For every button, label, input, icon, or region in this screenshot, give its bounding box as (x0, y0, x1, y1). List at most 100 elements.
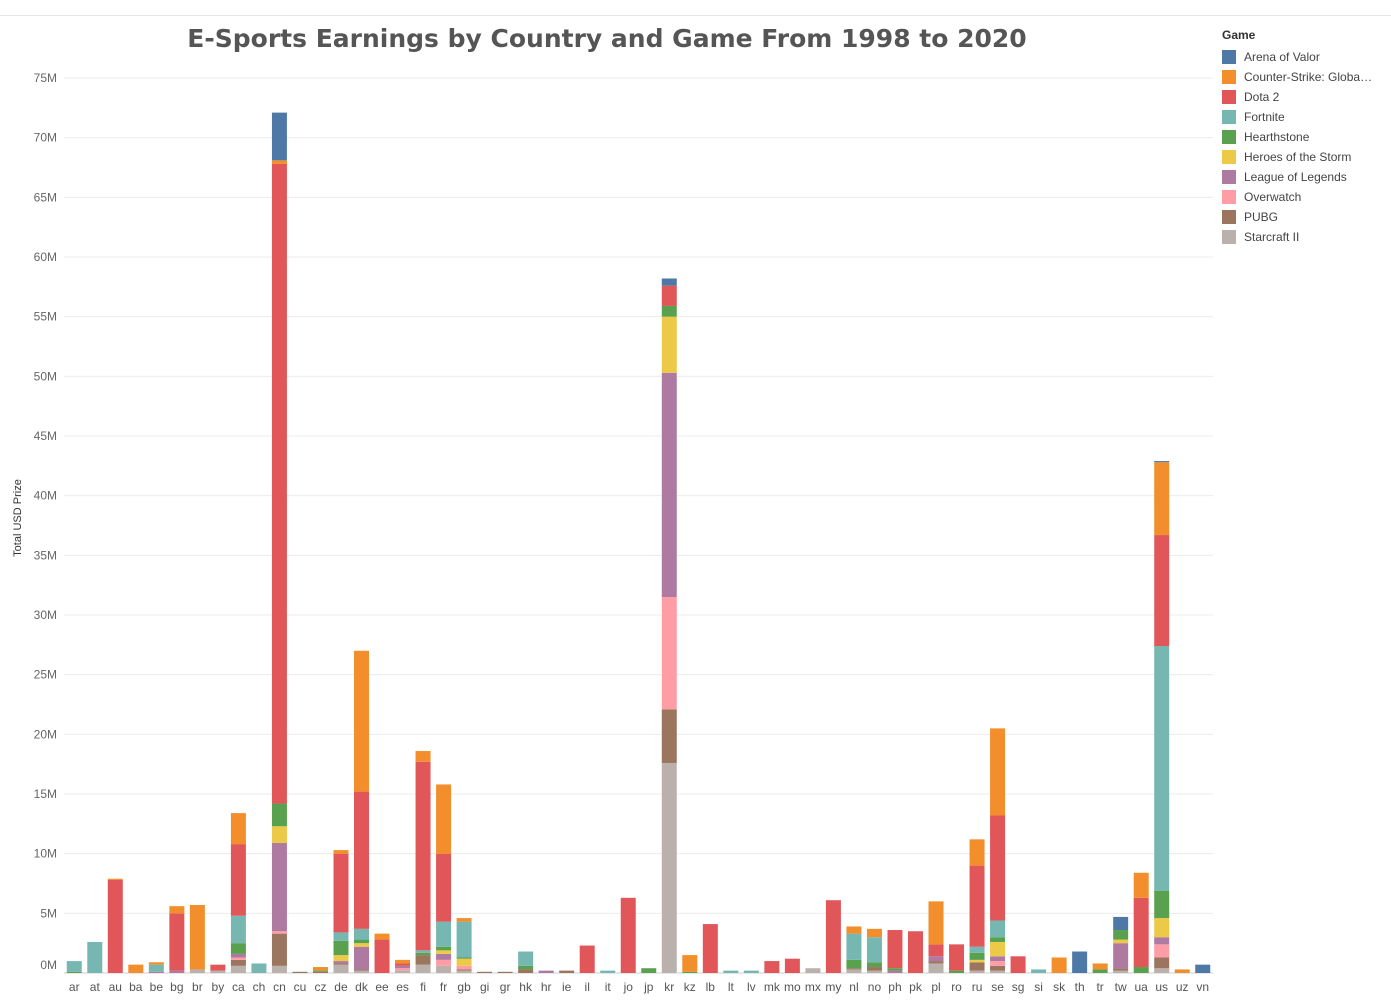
bar-segment-hr-league-of-legends (538, 970, 554, 973)
bar-segment-my-dota-2 (825, 900, 841, 973)
bar-segment-gb-counter-strike-global-offensive (456, 918, 472, 922)
bar-segment-nl-starcraft-ii (846, 969, 862, 973)
bar-segment-sg-dota-2 (1010, 956, 1026, 973)
legend-item[interactable]: Starcraft II (1222, 227, 1382, 247)
bar-stack-kr (661, 278, 677, 973)
bar-segment-pk-dota-2 (907, 931, 923, 973)
bar-stack-fr (436, 784, 452, 973)
bar-segment-ar-hearthstone (66, 971, 82, 973)
x-category-label: jo (623, 980, 634, 994)
bar-stack-gi (477, 971, 493, 973)
legend-item[interactable]: PUBG (1222, 207, 1382, 227)
bar-segment-fi-pubg (415, 955, 431, 965)
bar-stack-us (1154, 461, 1170, 973)
legend-item[interactable]: Hearthstone (1222, 127, 1382, 147)
bar-segment-sk-counter-strike-global-offensive (1051, 957, 1067, 973)
bar-segment-ru-dota-2 (969, 865, 985, 947)
bar-segment-cn-hearthstone (271, 803, 287, 827)
bar-segment-by-dota-2 (210, 964, 226, 971)
y-tick-label: 45M (34, 429, 57, 443)
x-category-label: sk (1053, 980, 1066, 994)
legend-item[interactable]: Fortnite (1222, 107, 1382, 127)
bar-segment-ca-overwatch (230, 957, 246, 960)
bar-stack-it (600, 970, 616, 973)
legend-item[interactable]: Overwatch (1222, 187, 1382, 207)
bar-segment-se-heroes-of-the-storm (990, 941, 1006, 957)
x-category-label: il (585, 980, 590, 994)
bar-segment-gb-pubg (456, 969, 472, 971)
bar-segment-kr-overwatch (661, 597, 677, 710)
legend-label: Dota 2 (1244, 90, 1280, 104)
legend-swatch (1222, 170, 1236, 184)
y-tick-label: 30M (34, 608, 57, 622)
legend-swatch (1222, 150, 1236, 164)
x-category-label: uz (1176, 980, 1189, 994)
bar-stack-au (107, 878, 123, 973)
bar-segment-ru-counter-strike-global-offensive (969, 839, 985, 866)
x-category-label: my (825, 980, 841, 994)
x-category-label: ar (69, 980, 80, 994)
x-category-label: us (1155, 980, 1168, 994)
x-category-label: kz (684, 980, 696, 994)
bar-stack-vn (1195, 964, 1211, 973)
legend-swatch (1222, 130, 1236, 144)
x-category-label: cu (294, 980, 307, 994)
bar-segment-tr-hearthstone (1092, 969, 1108, 973)
bar-segment-ca-league-of-legends (230, 953, 246, 958)
x-category-label: de (334, 980, 348, 994)
x-category-label: at (90, 980, 101, 994)
x-category-label: ua (1135, 980, 1149, 994)
y-tick-label: 65M (34, 190, 57, 204)
legend-label: Overwatch (1244, 190, 1302, 204)
x-category-label: lb (706, 980, 716, 994)
bar-segment-cn-starcraft-ii (271, 965, 287, 973)
bar-stack-hk (518, 951, 534, 973)
bar-segment-fr-heroes-of-the-storm (436, 950, 452, 954)
bar-segment-no-fortnite (866, 937, 882, 963)
x-category-label: lv (747, 980, 756, 994)
bar-segment-pl-counter-strike-global-offensive (928, 901, 944, 945)
legend-item[interactable]: League of Legends (1222, 167, 1382, 187)
bar-stack-mo (784, 958, 800, 973)
bar-segment-de-pubg (333, 963, 349, 965)
bar-segment-it-fortnite (600, 970, 616, 973)
legend: Game Arena of Valor Counter-Strike: Globa… (1222, 28, 1382, 247)
bar-segment-us-hearthstone (1154, 890, 1170, 919)
bar-segment-hk-hearthstone (518, 965, 534, 970)
bar-segment-si-fortnite (1031, 969, 1047, 973)
bar-segment-hk-pubg (518, 969, 534, 973)
bar-segment-fr-league-of-legends (436, 953, 452, 960)
x-category-label: br (192, 980, 203, 994)
legend-item[interactable]: Arena of Valor (1222, 47, 1382, 67)
bar-segment-mx-starcraft-ii (805, 968, 821, 973)
bar-segment-ph-league-of-legends (887, 970, 903, 973)
bar-segment-ca-starcraft-ii (230, 965, 246, 973)
bar-segment-pl-pubg (928, 961, 944, 964)
legend-item[interactable]: Counter-Strike: Global Offensive (1222, 67, 1382, 87)
legend-item[interactable]: Heroes of the Storm (1222, 147, 1382, 167)
bar-segment-au-dota-2 (107, 879, 123, 973)
chart-title: E-Sports Earnings by Country and Game Fr… (187, 24, 1027, 53)
bar-segment-cn-heroes-of-the-storm (271, 826, 287, 843)
legend-label: Fortnite (1244, 110, 1285, 124)
bar-segment-dk-counter-strike-global-offensive (354, 650, 370, 792)
bar-segment-cz-pubg (312, 971, 328, 973)
bar-stack-cz (312, 967, 328, 973)
bar-segment-dk-league-of-legends (354, 946, 370, 970)
bar-stack-jo (620, 897, 636, 973)
bar-segment-de-heroes-of-the-storm (333, 955, 349, 962)
bar-stack-br (189, 904, 205, 973)
bar-segment-gb-overwatch (456, 965, 472, 970)
bar-segment-fi-hearthstone (415, 952, 431, 956)
bars (66, 112, 1211, 973)
legend-label: Starcraft II (1244, 230, 1300, 244)
bar-segment-dk-hearthstone (354, 939, 370, 944)
top-rule (0, 15, 1391, 16)
x-category-label: no (868, 980, 882, 994)
x-category-label: cn (273, 980, 286, 994)
bar-segment-pl-starcraft-ii (928, 963, 944, 973)
bar-stack-no (866, 928, 882, 973)
legend-item[interactable]: Dota 2 (1222, 87, 1382, 107)
bar-segment-ph-hearthstone (887, 968, 903, 971)
bar-segment-ca-counter-strike-global-offensive (230, 813, 246, 845)
